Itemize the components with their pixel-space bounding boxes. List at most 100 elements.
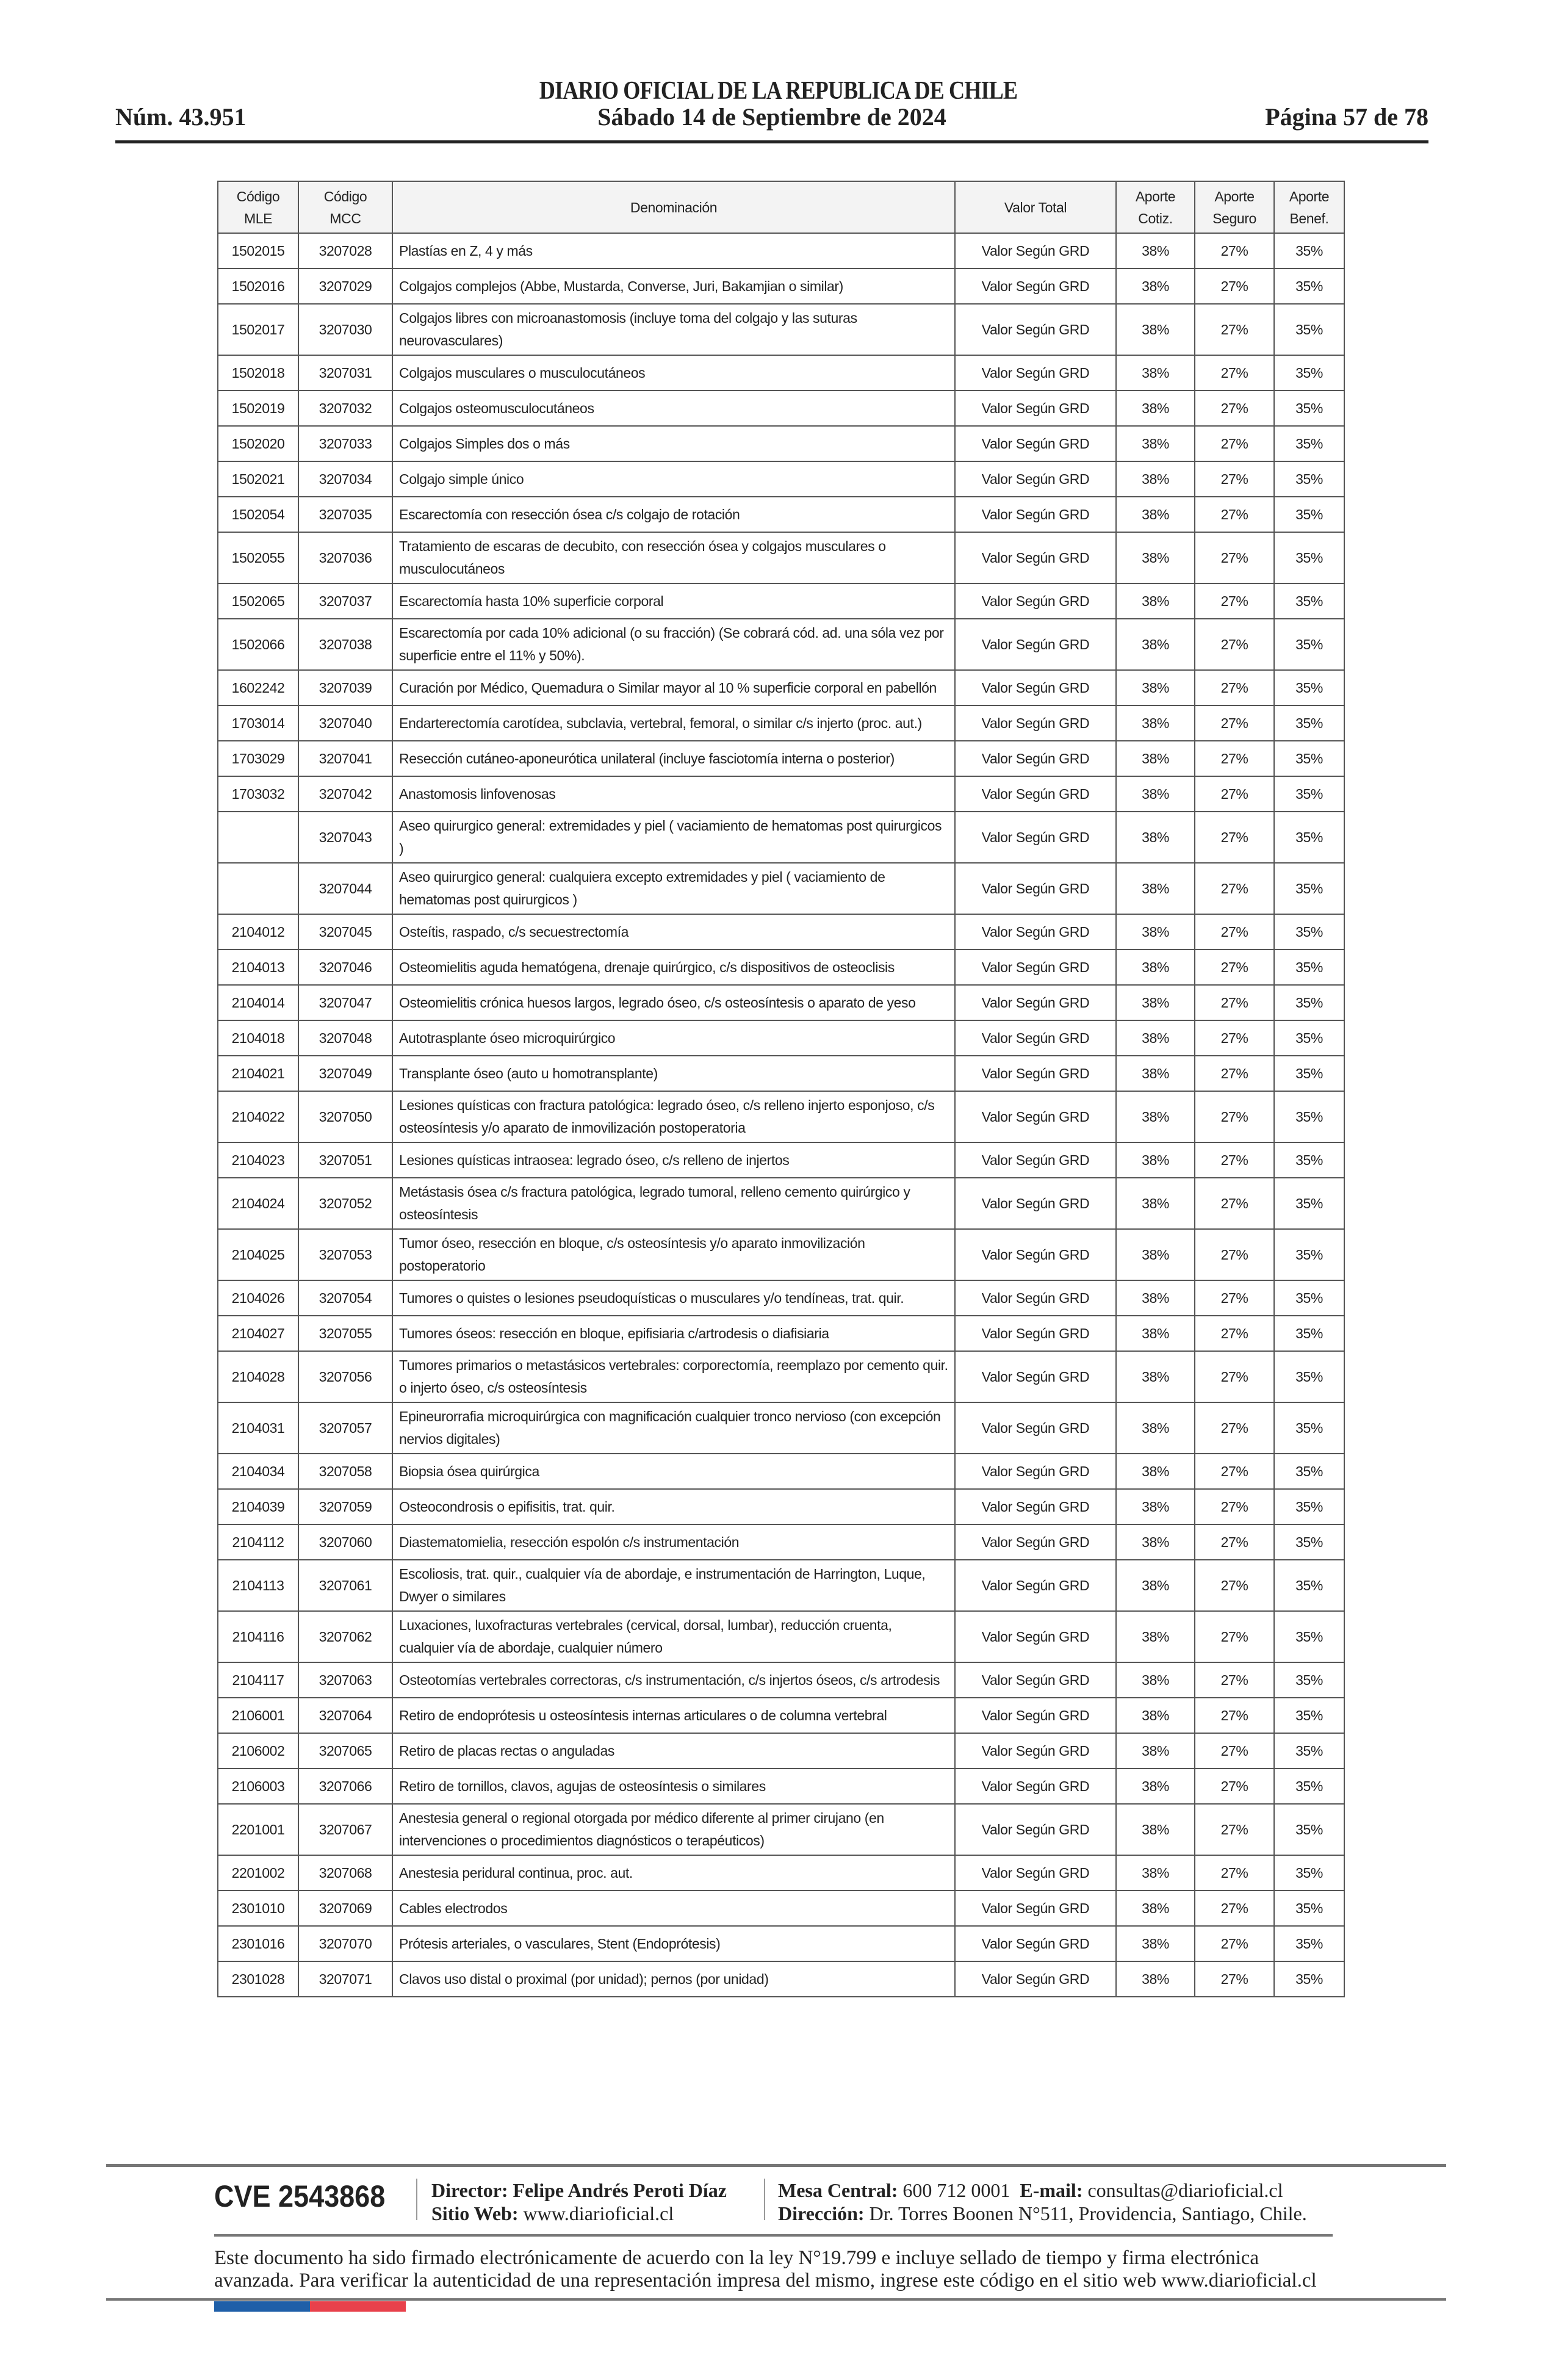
aporte-cotiz-cell: 38% (1115, 705, 1195, 741)
valor-total-cell: Valor Según GRD (954, 1488, 1117, 1525)
codigo-mcc-cell: 3207029 (298, 268, 393, 305)
aporte-benef-cell: 35% (1273, 268, 1345, 305)
table-row: 2201002 3207068 Anestesia peridural contin… (217, 1855, 1345, 1891)
aporte-cotiz-cell: 38% (1115, 1488, 1195, 1525)
aporte-benef-cell: 35% (1273, 390, 1345, 427)
aporte-cotiz-cell: 38% (1115, 1402, 1195, 1454)
denominacion-cell: Tumores óseos: resección en bloque, epif… (392, 1315, 956, 1352)
valor-total-cell: Valor Según GRD (954, 1768, 1117, 1805)
valor-total-cell: Valor Según GRD (954, 583, 1117, 619)
codigo-mcc-cell: 3207047 (298, 984, 393, 1021)
codigo-mle-cell: 1502019 (217, 390, 299, 427)
issue-number: Núm. 43.951 (115, 103, 247, 131)
footer-separator (416, 2179, 417, 2220)
table-row: 1502017 3207030 Colgajos libres con microa… (217, 303, 1345, 356)
codigo-mle-cell: 1502054 (217, 496, 299, 533)
aporte-cotiz-cell: 38% (1115, 233, 1195, 269)
aporte-seguro-cell: 27% (1194, 1177, 1275, 1230)
codigo-mle-cell: 2104018 (217, 1020, 299, 1056)
valor-total-cell: Valor Según GRD (954, 268, 1117, 305)
table-row: 1502055 3207036 Tratamiento de escaras de … (217, 532, 1345, 584)
aporte-seguro-cell: 27% (1194, 1961, 1275, 1997)
email-label: E-mail: (1020, 2179, 1083, 2201)
aporte-benef-cell: 35% (1273, 583, 1345, 619)
codigo-mcc-cell: 3207028 (298, 233, 393, 269)
codigo-mle-cell: 1502055 (217, 532, 299, 584)
aporte-benef-cell: 35% (1273, 1453, 1345, 1490)
aporte-cotiz-cell: 38% (1115, 914, 1195, 950)
aporte-seguro-cell: 27% (1194, 1055, 1275, 1092)
aporte-benef-cell: 35% (1273, 618, 1345, 671)
denominacion-cell: Cables electrodos (392, 1890, 956, 1927)
aporte-cotiz-cell: 38% (1115, 811, 1195, 864)
aporte-benef-cell: 35% (1273, 740, 1345, 777)
aporte-seguro-cell: 27% (1194, 1610, 1275, 1663)
codigo-mle-cell: 1502066 (217, 618, 299, 671)
valor-total-cell: Valor Según GRD (954, 1177, 1117, 1230)
codigo-mle-cell: 2201001 (217, 1803, 299, 1856)
codigo-mcc-cell: 3207037 (298, 583, 393, 619)
codigo-mcc-cell: 3207064 (298, 1697, 393, 1734)
codigo-mcc-cell: 3207070 (298, 1925, 393, 1962)
aporte-benef-cell: 35% (1273, 1890, 1345, 1927)
aporte-cotiz-cell: 38% (1115, 1524, 1195, 1560)
valor-total-cell: Valor Según GRD (954, 811, 1117, 864)
aporte-cotiz-cell: 38% (1115, 425, 1195, 462)
codigo-mcc-cell: 3207036 (298, 532, 393, 584)
website-label: Sitio Web: (431, 2202, 519, 2224)
footer-divider-middle (214, 2234, 1333, 2237)
denominacion-cell: Osteotomías vertebrales correctoras, c/s… (392, 1662, 956, 1698)
table-row: 2104112 3207060 Diastematomielia, resecció… (217, 1524, 1345, 1560)
codigo-mcc-cell: 3207051 (298, 1142, 393, 1178)
email-link[interactable]: consultas@diarioficial.cl (1087, 2179, 1283, 2201)
aporte-seguro-cell: 27% (1194, 1733, 1275, 1769)
valor-total-cell: Valor Según GRD (954, 1610, 1117, 1663)
table-row: 2201001 3207067 Anestesia general o region… (217, 1803, 1345, 1856)
codigo-mle-cell: 1502017 (217, 303, 299, 356)
valor-total-cell: Valor Según GRD (954, 1524, 1117, 1560)
valor-total-cell: Valor Según GRD (954, 1855, 1117, 1891)
valor-total-cell: Valor Según GRD (954, 461, 1117, 497)
aporte-benef-cell: 35% (1273, 914, 1345, 950)
codigo-mcc-cell: 3207041 (298, 740, 393, 777)
table-row: 2104116 3207062 Luxaciones, luxofracturas … (217, 1610, 1345, 1663)
denominacion-cell: Anestesia general o regional otorgada po… (392, 1803, 956, 1856)
aporte-seguro-cell: 27% (1194, 618, 1275, 671)
aporte-benef-cell: 35% (1273, 355, 1345, 391)
aporte-benef-cell: 35% (1273, 1055, 1345, 1092)
table-row: 1502020 3207033 Colgajos Simples dos o más… (217, 425, 1345, 462)
aporte-seguro-cell: 27% (1194, 1402, 1275, 1454)
aporte-cotiz-cell: 38% (1115, 984, 1195, 1021)
aporte-cotiz-cell: 38% (1115, 355, 1195, 391)
aporte-benef-cell: 35% (1273, 1091, 1345, 1143)
table-row: 1602242 3207039 Curación por Médico, Quema… (217, 669, 1345, 706)
aporte-benef-cell: 35% (1273, 1020, 1345, 1056)
valor-total-cell: Valor Según GRD (954, 303, 1117, 356)
aporte-cotiz-cell: 38% (1115, 1020, 1195, 1056)
denominacion-cell: Colgajos Simples dos o más (392, 425, 956, 462)
aporte-cotiz-cell: 38% (1115, 303, 1195, 356)
valor-total-cell: Valor Según GRD (954, 669, 1117, 706)
codigo-mcc-cell: 3207046 (298, 949, 393, 986)
director-label: Director: (431, 2179, 508, 2201)
codigo-mle-cell: 1502018 (217, 355, 299, 391)
aporte-seguro-cell: 27% (1194, 425, 1275, 462)
aporte-seguro-cell: 27% (1194, 1524, 1275, 1560)
aporte-benef-cell: 35% (1273, 1961, 1345, 1997)
codigo-mcc-cell: 3207066 (298, 1768, 393, 1805)
denominacion-cell: Tumores o quistes o lesiones pseudoquíst… (392, 1280, 956, 1316)
aporte-benef-cell: 35% (1273, 1662, 1345, 1698)
valor-total-cell: Valor Según GRD (954, 914, 1117, 950)
valor-total-cell: Valor Según GRD (954, 1091, 1117, 1143)
aporte-cotiz-cell: 38% (1115, 776, 1195, 812)
website-link[interactable]: www.diarioficial.cl (523, 2202, 674, 2224)
aporte-benef-cell: 35% (1273, 984, 1345, 1021)
aporte-seguro-cell: 27% (1194, 1855, 1275, 1891)
table-row: 2104014 3207047 Osteomielitis crónica hues… (217, 984, 1345, 1021)
aporte-benef-cell: 35% (1273, 1855, 1345, 1891)
aporte-cotiz-cell: 38% (1115, 1662, 1195, 1698)
footer-contact-block: Mesa Central: 600 712 0001 E-mail: consu… (778, 2179, 1307, 2225)
aporte-benef-cell: 35% (1273, 1350, 1345, 1403)
header-valor-total: Valor Total (954, 181, 1117, 234)
denominacion-cell: Escoliosis, trat. quir., cualquier vía d… (392, 1559, 956, 1612)
